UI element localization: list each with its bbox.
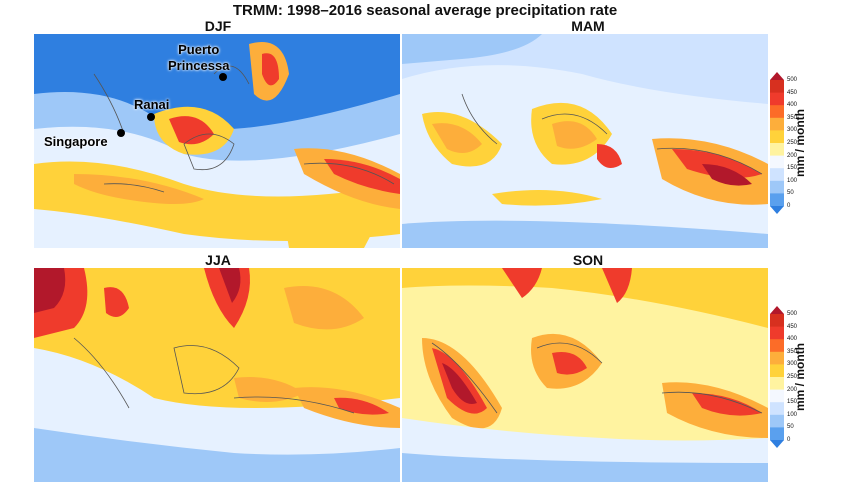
colorbar-top-tick-label: 50 [787,190,794,197]
map-panel-djf [34,34,400,248]
colorbar-bottom-segment [770,364,784,378]
colorbar-top-tick-label: 150 [787,165,798,172]
map-panel-son [402,268,768,482]
season-label-mam: MAM [571,18,605,34]
map-panel-mam [402,34,768,248]
colorbar-bottom-segment [770,351,784,365]
map-panel-jja [34,268,400,482]
city-marker-singapore [117,129,125,137]
colorbar-top-tick-label: 450 [787,89,798,96]
colorbar-top-segment [770,130,784,144]
colorbar-top-tick-label: 0 [787,203,791,209]
colorbar-top-tick-label: 300 [787,127,798,134]
colorbar-top-segment [770,168,784,182]
colorbar-bottom-segment [770,339,784,353]
season-label-son: SON [572,252,604,268]
colorbar-bottom-tick-label: 300 [787,361,798,368]
season-label-djf: DJF [204,18,232,34]
colorbar-top-segment [770,117,784,131]
colorbar-top-underflow-arrow [770,206,784,214]
colorbar-bottom-tick-label: 0 [787,437,791,443]
city-label-puerto-princessa: Puerto Princessa [168,42,230,73]
city-label-singapore: Singapore [44,134,108,149]
colorbar-top-tick-label: 200 [787,152,798,159]
colorbar-bottom-ticks: 500 450 400 350 300 250 200 150 100 50 0 [787,311,807,443]
colorbar-bottom-tick-label: 450 [787,323,798,330]
colorbar-bottom-underflow-arrow [770,440,784,448]
colorbar-bottom-segment [770,326,784,340]
colorbar-bottom-segment [770,427,784,441]
colorbar-top-tick-label: 400 [787,102,798,109]
colorbar-bottom-tick-label: 50 [787,424,794,431]
colorbar-bottom-overflow-arrow [770,306,784,314]
colorbar-bottom-segment [770,377,784,391]
colorbar-top-segment [770,105,784,119]
season-label-jja: JJA [205,252,231,268]
city-marker-puerto-princessa [219,73,227,81]
colorbar-top-segment [770,193,784,207]
figure-title: TRMM: 1998–2016 seasonal average precipi… [232,2,618,19]
colorbar-top-label: mm / month [793,109,807,177]
colorbar-bottom-tick-label: 100 [787,411,798,418]
colorbar-top-tick-label: 100 [787,177,798,184]
colorbar-top-overflow-arrow [770,72,784,80]
colorbar-bottom-segment [770,414,784,428]
colorbar-bottom-segment [770,314,784,328]
colorbar-top-segment [770,155,784,169]
colorbar-top-tick-label: 250 [787,140,798,146]
colorbar-bottom-segment [770,389,784,403]
colorbar-top [770,72,784,214]
colorbar-top-segment [770,143,784,157]
colorbar-bottom-tick-label: 200 [787,386,798,393]
colorbar-bottom [770,306,784,448]
colorbar-bottom-label: mm / month [793,343,807,411]
colorbar-bottom-tick-label: 400 [787,336,798,343]
colorbar-top-segment [770,180,784,194]
colorbar-bottom-segment [770,402,784,416]
colorbar-top-segment [770,80,784,94]
colorbar-top-tick-label: 350 [787,114,798,121]
colorbar-bottom-tick-label: 250 [787,374,798,380]
colorbar-top-segment [770,92,784,106]
colorbar-bottom-tick-label: 350 [787,348,798,355]
city-marker-ranai [147,113,155,121]
city-label-ranai: Ranai [134,97,170,112]
colorbar-top-tick-label: 500 [787,77,798,83]
colorbar-bottom-tick-label: 150 [787,399,798,406]
colorbar-bottom-tick-label: 500 [787,311,798,317]
colorbar-top-ticks: 500 450 400 350 300 250 200 150 100 50 0 [787,77,807,209]
